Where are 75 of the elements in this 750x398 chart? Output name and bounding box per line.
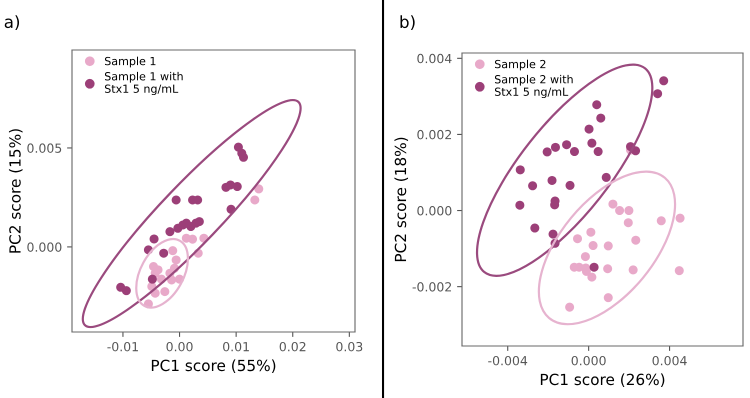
point bbox=[566, 180, 575, 190]
text: a) bbox=[4, 15, 20, 30]
x-tick-label: 0.02 bbox=[280, 342, 306, 352]
point bbox=[594, 147, 603, 156]
point bbox=[676, 214, 685, 223]
point bbox=[615, 206, 624, 216]
point bbox=[602, 172, 611, 182]
point bbox=[548, 230, 558, 239]
point bbox=[603, 264, 612, 274]
x-tick-label: -0.01 bbox=[107, 342, 138, 352]
point bbox=[631, 236, 640, 245]
x-axis-title: PC1 score (55%) bbox=[152, 359, 276, 373]
point bbox=[148, 274, 157, 284]
point bbox=[542, 147, 552, 156]
point bbox=[608, 200, 618, 209]
point bbox=[172, 255, 181, 264]
point bbox=[628, 265, 638, 274]
point bbox=[586, 228, 596, 237]
point bbox=[515, 200, 524, 210]
point bbox=[584, 124, 594, 134]
y-tick-label: 0.004 bbox=[417, 54, 452, 64]
point bbox=[159, 248, 168, 258]
point bbox=[562, 140, 572, 150]
y-tick-label: 0.005 bbox=[27, 143, 62, 153]
point bbox=[656, 216, 666, 226]
point bbox=[122, 286, 131, 296]
y-axis-title: PC2 score (18%) bbox=[394, 138, 408, 262]
point bbox=[674, 266, 684, 276]
point bbox=[548, 176, 557, 185]
legend-label: Sample 1 bbox=[104, 56, 156, 68]
point bbox=[528, 181, 538, 190]
point bbox=[160, 287, 170, 296]
point bbox=[570, 147, 579, 156]
point bbox=[530, 224, 540, 233]
legend-label: Sample 2 bbox=[494, 60, 546, 70]
point bbox=[232, 182, 242, 192]
point bbox=[604, 241, 613, 250]
x-tick-label: 0.000 bbox=[572, 356, 606, 366]
x-tick-label: 0.03 bbox=[336, 342, 362, 352]
point bbox=[516, 165, 525, 174]
point bbox=[168, 246, 178, 256]
point bbox=[239, 152, 248, 162]
y-tick-label: -0.002 bbox=[412, 282, 452, 292]
point bbox=[624, 218, 633, 228]
point bbox=[565, 302, 574, 312]
y-tick-label: 0.002 bbox=[417, 130, 452, 140]
point bbox=[588, 241, 598, 250]
legend-label: Sample 1 with Stx1 5 ng/mL bbox=[104, 72, 183, 96]
point bbox=[590, 262, 599, 272]
point bbox=[653, 89, 662, 98]
point bbox=[587, 138, 596, 148]
point bbox=[596, 114, 606, 123]
x-axis-title: PC1 score (26%) bbox=[540, 373, 664, 387]
x-tick-label: 0.01 bbox=[223, 342, 249, 352]
point bbox=[172, 196, 181, 205]
point bbox=[592, 100, 602, 110]
point bbox=[580, 252, 590, 262]
y-tick-label: 0.000 bbox=[417, 206, 452, 216]
point bbox=[604, 293, 613, 302]
x-tick-label: -0.004 bbox=[488, 356, 528, 366]
x-tick-label: 0.004 bbox=[652, 356, 687, 366]
point bbox=[624, 206, 634, 216]
point bbox=[587, 272, 596, 282]
x-tick-label: 0.00 bbox=[166, 342, 193, 352]
point bbox=[550, 142, 560, 152]
point bbox=[150, 234, 159, 244]
point bbox=[188, 234, 198, 244]
point bbox=[194, 217, 204, 226]
text: b) bbox=[400, 15, 415, 30]
y-axis-title: PC2 score (15%) bbox=[8, 129, 23, 253]
point bbox=[250, 196, 260, 205]
point bbox=[165, 227, 174, 236]
point bbox=[659, 76, 668, 86]
legend-label: Sample 2 with Stx1 5 ng/mL bbox=[494, 74, 573, 98]
point bbox=[573, 234, 582, 244]
